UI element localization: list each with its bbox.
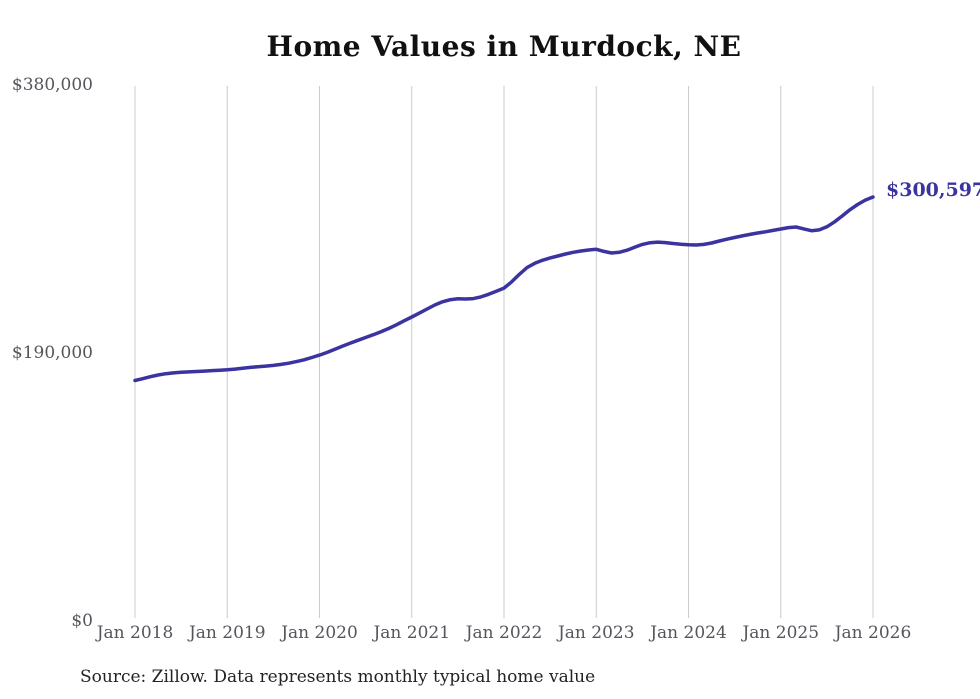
x-tick-label: Jan 2022: [465, 623, 543, 643]
y-tick-label: $380,000: [11, 75, 93, 95]
source-note: Source: Zillow. Data represents monthly …: [80, 667, 596, 687]
x-tick-label: Jan 2021: [373, 623, 451, 643]
x-tick-label: Jan 2023: [557, 623, 635, 643]
y-tick-label: $190,000: [11, 343, 93, 363]
y-tick-label: $0: [71, 611, 93, 631]
latest-value-label: $300,597: [886, 179, 980, 201]
x-tick-label: Jan 2020: [281, 623, 358, 643]
chart-title: Home Values in Murdock, NE: [266, 30, 742, 63]
home-value-line-series: [133, 195, 875, 383]
x-tick-label: Jan 2024: [650, 623, 727, 643]
x-tick-label: Jan 2018: [96, 623, 174, 643]
x-tick-label: Jan 2019: [188, 623, 266, 643]
x-tick-label: Jan 2025: [742, 623, 820, 643]
x-tick-label: Jan 2026: [834, 623, 912, 643]
